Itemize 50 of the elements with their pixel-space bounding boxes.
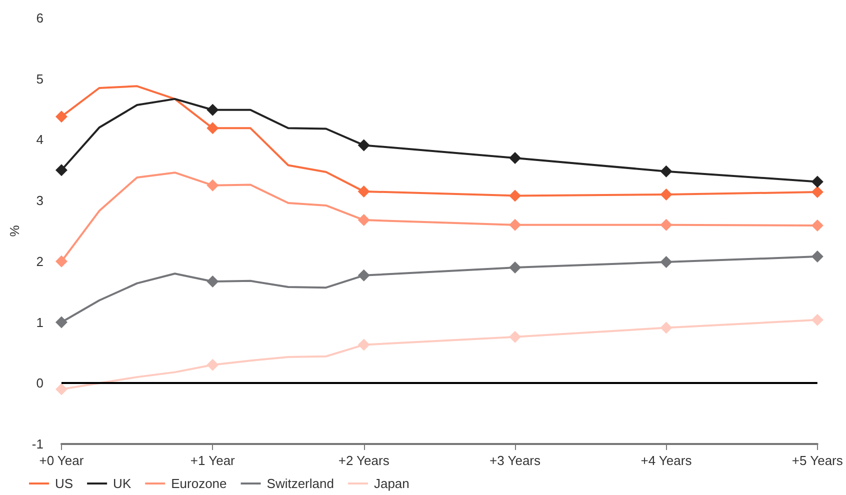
x-tick-label: +0 Year: [39, 453, 84, 468]
y-tick-label: 4: [36, 132, 44, 148]
point: [55, 383, 68, 396]
point: [811, 314, 824, 326]
x-tick-label: +4 Years: [640, 453, 692, 468]
legend-label: Switzerland: [266, 476, 334, 491]
point: [811, 250, 824, 263]
point: [509, 330, 522, 343]
x-tick-label: +3 Years: [490, 453, 542, 468]
y-tick-label: 6: [36, 10, 44, 26]
x-tick-label: +2 Years: [338, 453, 390, 468]
point: [55, 164, 68, 176]
point: [358, 214, 370, 226]
point: [509, 262, 522, 274]
legend-label: Eurozone: [171, 476, 227, 491]
point: [358, 338, 370, 351]
point: [660, 322, 672, 334]
point: [811, 220, 824, 232]
y-axis-title: %: [7, 224, 22, 237]
point: [206, 358, 219, 371]
point: [358, 185, 370, 198]
y-tick-label: 5: [36, 71, 44, 86]
y-tick-label: 0: [36, 376, 44, 391]
legend-label: UK: [113, 476, 132, 491]
y-tick-label: 2: [36, 254, 44, 269]
legend-label: US: [55, 476, 74, 491]
point: [660, 188, 672, 200]
point: [660, 165, 672, 178]
y-tick-label: 1: [36, 314, 44, 330]
point: [358, 269, 370, 282]
point: [509, 152, 522, 164]
point: [55, 110, 68, 123]
point: [811, 176, 824, 188]
legend-label: Japan: [374, 476, 410, 491]
point: [811, 186, 824, 198]
point: [660, 218, 672, 231]
point: [55, 316, 68, 328]
point: [509, 218, 522, 231]
y-tick-label: -1: [32, 436, 44, 452]
y-tick-label: 3: [36, 193, 44, 208]
point: [206, 276, 219, 288]
point: [55, 255, 68, 268]
point: [660, 256, 672, 268]
point: [509, 190, 522, 202]
point: [206, 104, 219, 116]
point: [358, 139, 370, 152]
point: [206, 179, 219, 192]
point: [206, 122, 219, 134]
x-tick-label: +5 Years: [792, 453, 844, 468]
x-tick-label: +1 Year: [190, 453, 236, 468]
